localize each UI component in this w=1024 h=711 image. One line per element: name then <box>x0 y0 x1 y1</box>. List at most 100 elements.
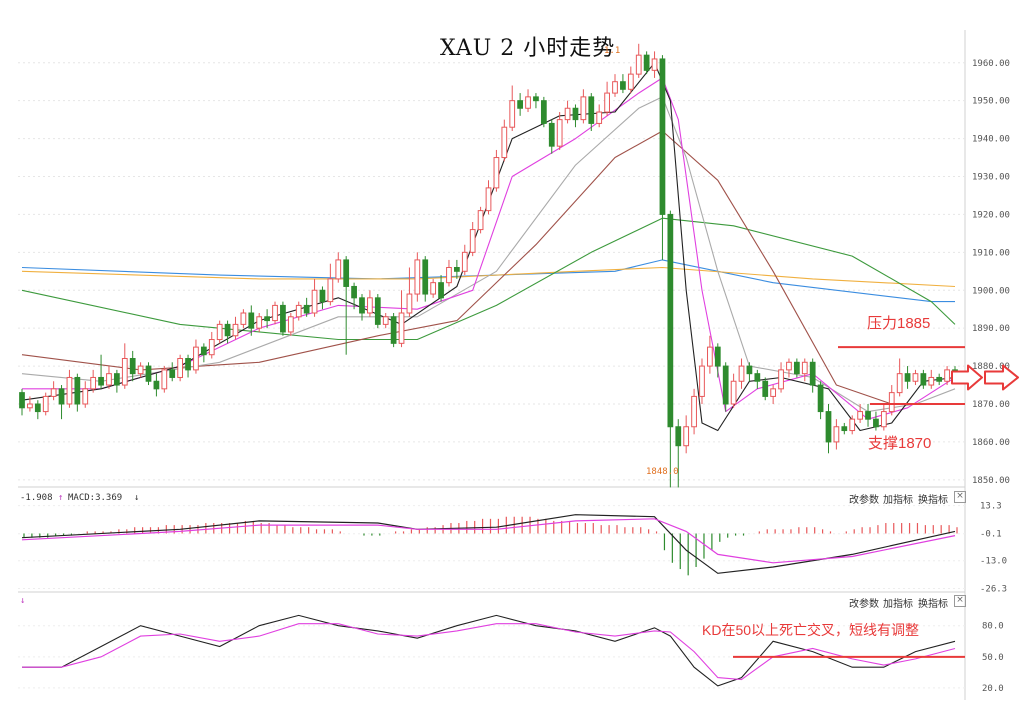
candle-up <box>857 411 863 420</box>
macd-dea-line <box>21 518 956 564</box>
macd-tick-label: -0.1 <box>980 530 1002 540</box>
candle-up <box>27 403 33 409</box>
kd-add-indicator-button[interactable]: 加指标 <box>883 599 913 610</box>
candle-down <box>540 100 547 124</box>
support-label: 支撑1870 <box>868 435 932 452</box>
candle-up <box>738 365 745 382</box>
macd-tick-label: -26.3 <box>980 585 1007 595</box>
candle-down <box>865 411 871 420</box>
price-tick-label: 1850.00 <box>972 476 1010 486</box>
candle-up <box>556 119 563 147</box>
candle-down <box>588 96 595 124</box>
candle-up <box>50 388 57 397</box>
candle-down <box>145 365 152 382</box>
candle-down <box>643 54 650 71</box>
kd-note: KD在50以上死亡交叉，短线有调整 <box>702 622 920 638</box>
candle-down <box>319 289 326 303</box>
kd-close-icon[interactable]: × <box>954 595 966 607</box>
candle-up <box>651 58 658 71</box>
candle-down <box>714 346 721 367</box>
candle-up <box>912 373 919 382</box>
candle-up <box>177 358 184 378</box>
candle-up <box>469 229 476 253</box>
candle-up <box>509 100 516 128</box>
candle-down <box>817 384 824 413</box>
macd-close-icon[interactable]: × <box>954 491 966 503</box>
candle-up <box>256 316 263 329</box>
candle-down <box>248 312 255 329</box>
resistance-label: 压力1885 <box>867 315 931 332</box>
macd-switch-indicator-button[interactable]: 换指标 <box>918 495 948 506</box>
candle-up <box>137 365 144 375</box>
price-tick-label: 1920.00 <box>972 210 1010 220</box>
kd-tick-label: 50.0 <box>982 653 1004 663</box>
candle-up <box>272 304 278 322</box>
candle-down <box>374 297 381 325</box>
candle-up <box>82 388 89 405</box>
candle-up <box>446 267 452 284</box>
candle-down <box>422 259 429 295</box>
candle-up <box>801 361 808 375</box>
macd-value: MACD:3.369 <box>68 493 123 503</box>
candle-up <box>216 323 223 341</box>
trend-arrow-icon <box>984 364 1019 391</box>
candle-up <box>90 376 97 390</box>
candle-down <box>19 392 25 409</box>
price-tick-label: 1890.00 <box>972 324 1010 334</box>
price-axis: 1960.00 1950.00 1940.00 1930.00 1920.00 1910.… <box>972 59 1010 694</box>
high-marker: 1.1 <box>604 46 621 56</box>
macd-add-indicator-button[interactable]: 加指标 <box>883 495 913 506</box>
candle-down <box>936 376 943 382</box>
candle-up <box>707 346 713 367</box>
grid-lines <box>18 30 966 700</box>
candle-up <box>833 426 840 443</box>
candle-down <box>129 358 136 375</box>
candle-up <box>327 278 334 303</box>
ma60-line <box>21 217 956 341</box>
price-tick-label: 1900.00 <box>972 286 1010 296</box>
macd-tick-label: 13.3 <box>980 502 1002 512</box>
candle-up <box>335 259 342 280</box>
ma40-line <box>21 130 955 405</box>
candle-up <box>477 210 484 231</box>
candle-down <box>34 403 41 413</box>
ma200-line <box>21 266 956 288</box>
price-tick-label: 1880.00 <box>972 362 1010 372</box>
price-tick-label: 1930.00 <box>972 173 1010 183</box>
candle-down <box>675 426 682 447</box>
candle-down <box>825 411 832 443</box>
ma120-line <box>21 259 955 303</box>
candle-down <box>169 369 176 378</box>
candle-down <box>185 358 191 371</box>
candle-down <box>809 361 816 386</box>
kd-panel <box>22 614 956 687</box>
macd-tick-label: -13.0 <box>980 557 1007 567</box>
candle-up <box>66 376 73 405</box>
candle-down <box>303 304 310 314</box>
candle-down <box>841 426 848 432</box>
candle-up <box>382 316 389 325</box>
ma20-line <box>21 96 956 413</box>
candle-up <box>406 293 413 314</box>
candle-up <box>501 126 508 159</box>
macd-change-params-button[interactable]: 改参数 <box>849 495 879 506</box>
kd-switch-indicator-button[interactable]: 换指标 <box>918 599 948 610</box>
candle-down <box>754 373 761 382</box>
candle-down <box>548 122 555 147</box>
candle-up <box>580 96 587 121</box>
candle-down <box>746 365 753 375</box>
candle-down <box>280 304 286 333</box>
candle-up <box>161 369 168 390</box>
macd-diff-line <box>21 514 956 574</box>
candle-down <box>762 380 769 397</box>
kd-d-line <box>22 623 956 681</box>
candle-down <box>351 285 357 299</box>
candle-down <box>873 418 879 428</box>
candle-up <box>888 392 895 413</box>
chart-title: XAU 2 小时走势 <box>440 36 616 61</box>
candle-up <box>928 376 935 386</box>
kd-change-params-button[interactable]: 改参数 <box>849 599 879 610</box>
candle-up <box>295 304 302 318</box>
candle-down <box>359 297 365 314</box>
